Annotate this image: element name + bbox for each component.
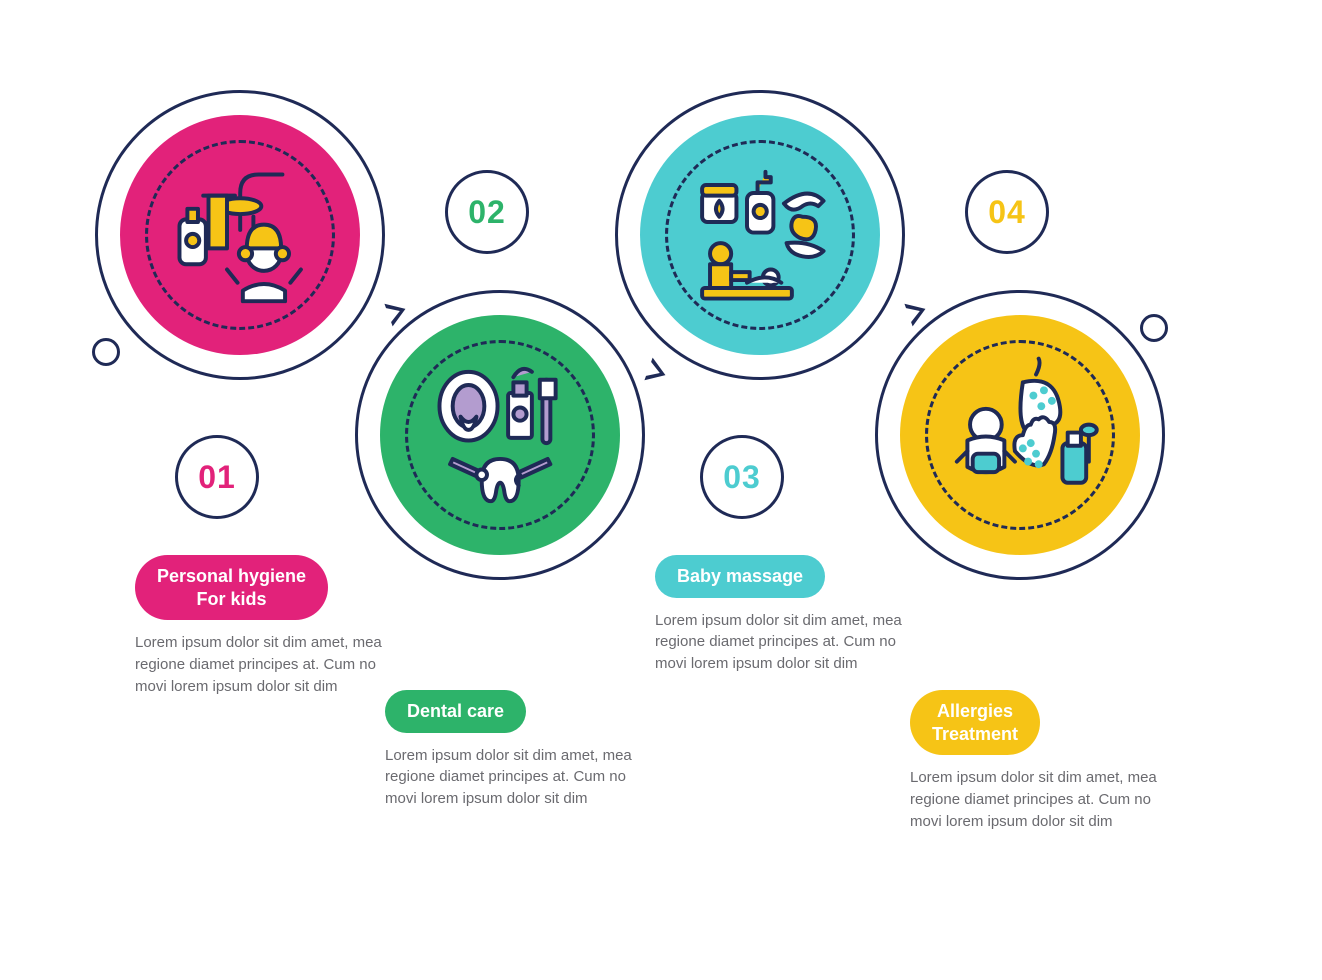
step-number-04: 04: [988, 194, 1026, 231]
step-text-04: Allergies Treatment Lorem ipsum dolor sit…: [910, 690, 1160, 832]
step-body-01: Lorem ipsum dolor sit dim amet, mea regi…: [135, 632, 385, 697]
step-title-03: Baby massage: [655, 555, 825, 598]
step-title-02: Dental care: [385, 690, 526, 733]
step-body-03: Lorem ipsum dolor sit dim amet, mea regi…: [655, 610, 905, 675]
step-number-03: 03: [723, 459, 761, 496]
step-number-01: 01: [198, 459, 236, 496]
step-title-04: Allergies Treatment: [910, 690, 1040, 755]
step-dashed-ring-02: [405, 340, 595, 530]
flow-arrow-1: [644, 358, 669, 387]
step-dashed-ring-04: [925, 340, 1115, 530]
step-title-01: Personal hygiene For kids: [135, 555, 328, 620]
infographic-stage: 01 Personal hygiene For kids Lorem ipsum d…: [0, 0, 1322, 980]
step-number-badge-03: 03: [700, 435, 784, 519]
step-dashed-ring-01: [145, 140, 335, 330]
step-text-03: Baby massage Lorem ipsum dolor sit dim am…: [655, 555, 905, 675]
step-number-badge-01: 01: [175, 435, 259, 519]
step-number-badge-02: 02: [445, 170, 529, 254]
step-number-02: 02: [468, 194, 506, 231]
flow-arrow-0: [384, 298, 409, 327]
step-body-04: Lorem ipsum dolor sit dim amet, mea regi…: [910, 767, 1160, 832]
step-dashed-ring-03: [665, 140, 855, 330]
step-text-01: Personal hygiene For kids Lorem ipsum dol…: [135, 555, 385, 697]
step-body-02: Lorem ipsum dolor sit dim amet, mea regi…: [385, 745, 635, 810]
path-dot-1: [1140, 314, 1168, 342]
step-number-badge-04: 04: [965, 170, 1049, 254]
step-text-02: Dental care Lorem ipsum dolor sit dim ame…: [385, 690, 635, 810]
path-dot-0: [92, 338, 120, 366]
flow-arrow-2: [904, 298, 929, 327]
